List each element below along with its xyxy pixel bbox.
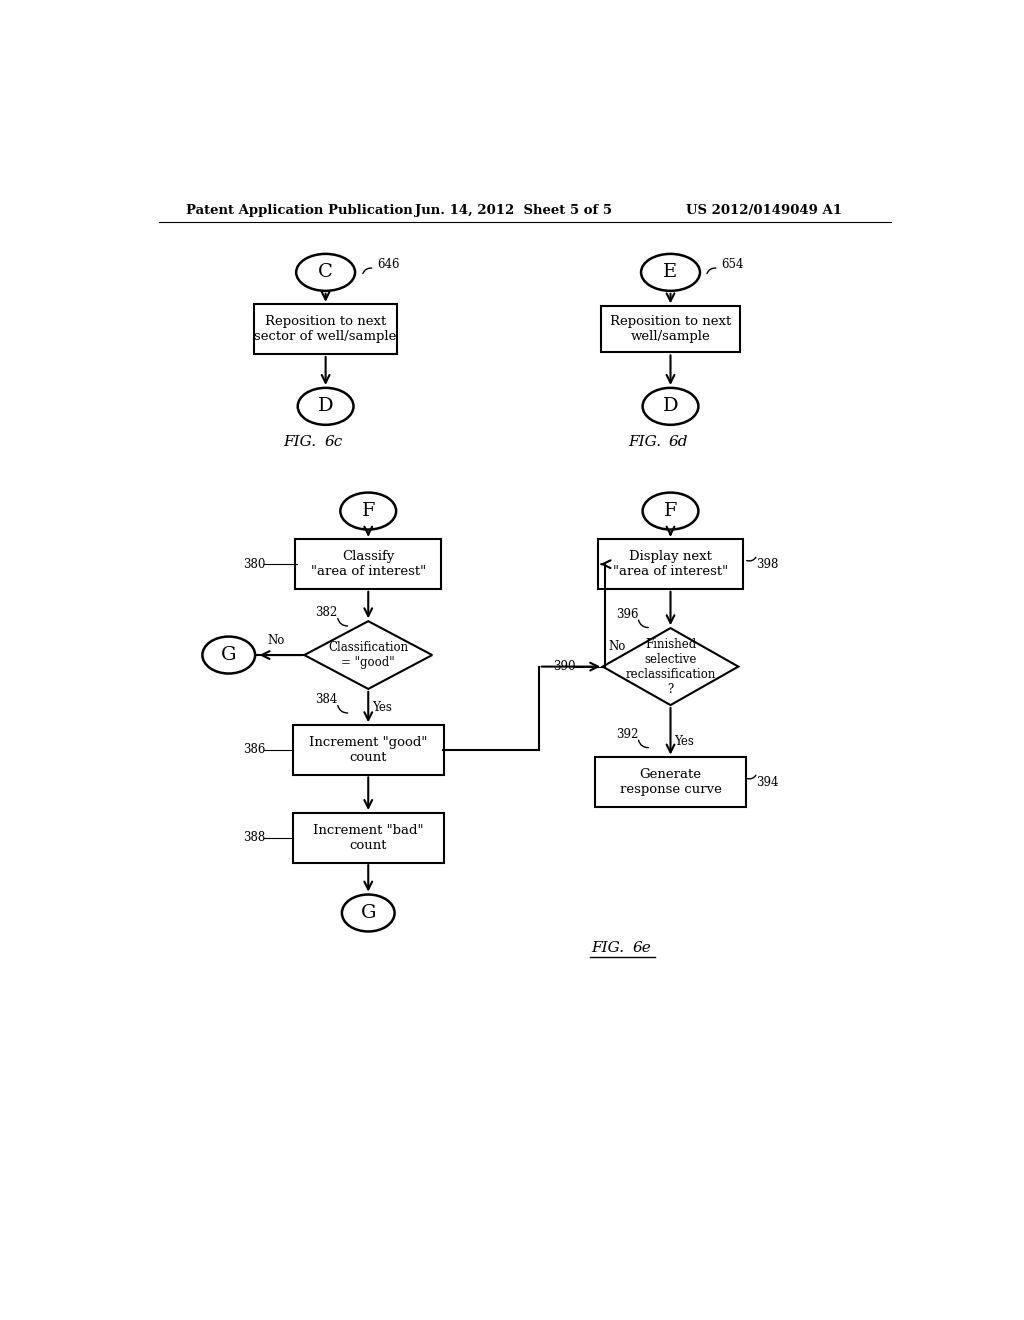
Text: D: D — [663, 397, 678, 416]
Text: FIG.: FIG. — [592, 940, 625, 954]
Text: 398: 398 — [756, 557, 778, 570]
Text: F: F — [361, 502, 375, 520]
Text: D: D — [317, 397, 334, 416]
Text: Yes: Yes — [675, 735, 694, 748]
Text: Jun. 14, 2012  Sheet 5 of 5: Jun. 14, 2012 Sheet 5 of 5 — [415, 205, 611, 218]
Text: US 2012/0149049 A1: US 2012/0149049 A1 — [686, 205, 842, 218]
Text: F: F — [664, 502, 677, 520]
Text: Increment "bad"
count: Increment "bad" count — [313, 824, 424, 851]
Text: Reposition to next
well/sample: Reposition to next well/sample — [610, 315, 731, 343]
Text: Classification
= "good": Classification = "good" — [328, 642, 409, 669]
Text: Patent Application Publication: Patent Application Publication — [186, 205, 413, 218]
Text: Display next
"area of interest": Display next "area of interest" — [613, 550, 728, 578]
Text: Finished
selective
reclassification
?: Finished selective reclassification ? — [626, 638, 716, 696]
Text: 386: 386 — [243, 743, 265, 756]
Text: 382: 382 — [315, 606, 338, 619]
Text: 390: 390 — [553, 660, 575, 673]
Text: Generate
response curve: Generate response curve — [620, 768, 722, 796]
Text: Classify
"area of interest": Classify "area of interest" — [310, 550, 426, 578]
Text: 380: 380 — [243, 557, 265, 570]
Text: G: G — [221, 645, 237, 664]
Text: FIG.: FIG. — [628, 434, 662, 449]
Text: 6d: 6d — [669, 434, 688, 449]
Text: C: C — [318, 264, 333, 281]
Text: FIG.: FIG. — [283, 434, 316, 449]
Text: 388: 388 — [243, 832, 265, 843]
Text: Increment "good"
count: Increment "good" count — [309, 735, 427, 764]
Text: Reposition to next
sector of well/sample: Reposition to next sector of well/sample — [254, 315, 397, 343]
Text: 384: 384 — [315, 693, 338, 706]
Text: Yes: Yes — [372, 701, 392, 714]
Text: E: E — [664, 264, 678, 281]
Text: 6e: 6e — [633, 940, 651, 954]
Text: G: G — [360, 904, 376, 921]
Text: 392: 392 — [616, 727, 639, 741]
Text: 6c: 6c — [324, 434, 342, 449]
Text: No: No — [608, 640, 626, 652]
Text: 646: 646 — [378, 259, 400, 271]
Text: 396: 396 — [616, 607, 639, 620]
Text: 654: 654 — [722, 259, 744, 271]
Text: No: No — [267, 634, 285, 647]
Text: 394: 394 — [756, 776, 778, 788]
